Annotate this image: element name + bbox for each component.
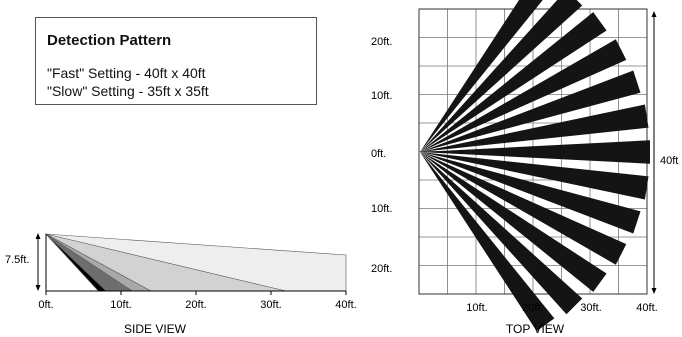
detection-beam [420, 152, 649, 200]
detection-beam [420, 140, 650, 164]
top-view-caption: TOP VIEW [506, 322, 565, 336]
legend-title: Detection Pattern [47, 32, 172, 49]
top-view-range-label: 40ft [660, 155, 678, 167]
side-view-zones [45, 233, 347, 292]
height-arrow [35, 233, 41, 291]
side-x-tick-label: 20ft. [185, 299, 206, 311]
top-x-tick-label: 30ft. [580, 302, 601, 314]
detection-beam [420, 70, 641, 152]
top-y-tick-label: 10ft. [371, 90, 392, 102]
top-y-tick-label: 0ft. [371, 148, 386, 160]
detection-beam [420, 0, 583, 152]
detection-pattern-legend: Detection Pattern "Fast" Setting - 40ft … [35, 17, 317, 105]
side-view: 7.5ft. 0ft. 10ft. 20ft. 30ft. 40ft. SIDE VIE… [5, 233, 357, 336]
top-x-tick-label: 20ft. [522, 302, 543, 314]
detection-beam [420, 152, 555, 332]
side-x-tick-label: 0ft. [38, 299, 53, 311]
detection-beam [420, 104, 649, 152]
range-arrow [651, 11, 657, 294]
top-view-y-ticks: 20ft. 10ft. 0ft. 10ft. 20ft. [371, 36, 392, 275]
side-view-height-label: 7.5ft. [5, 254, 29, 266]
top-y-tick-label: 20ft. [371, 36, 392, 48]
side-view-caption: SIDE VIEW [124, 322, 187, 336]
top-x-tick-label: 40ft. [636, 302, 657, 314]
top-view: 20ft. 10ft. 0ft. 10ft. 20ft. 10ft. 20ft. 30ft.… [371, 0, 678, 336]
top-view-beams [420, 0, 650, 332]
top-y-tick-label: 10ft. [371, 203, 392, 215]
side-x-tick-label: 10ft. [110, 299, 131, 311]
detection-beam [420, 152, 583, 315]
legend-fast-setting: "Fast" Setting - 40ft x 40ft [47, 65, 206, 81]
side-view-x-ticks: 0ft. 10ft. 20ft. 30ft. 40ft. [38, 291, 357, 311]
detection-beam [420, 39, 627, 152]
top-view-x-ticks: 10ft. 20ft. 30ft. 40ft. [466, 302, 657, 314]
detection-beam [420, 152, 627, 265]
legend-slow-setting: "Slow" Setting - 35ft x 35ft [47, 83, 209, 99]
top-y-tick-label: 20ft. [371, 263, 392, 275]
detection-beam [420, 12, 607, 152]
side-x-tick-label: 40ft. [335, 299, 356, 311]
detection-beam [420, 0, 543, 152]
detection-beam [420, 152, 641, 234]
side-x-tick-label: 30ft. [260, 299, 281, 311]
detection-beam [420, 152, 607, 292]
top-x-tick-label: 10ft. [466, 302, 487, 314]
